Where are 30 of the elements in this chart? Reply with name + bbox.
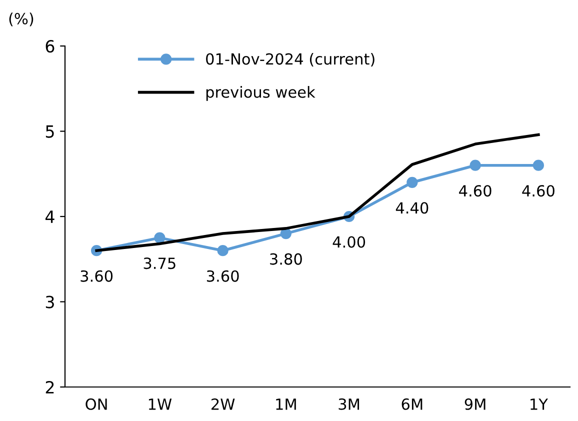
point [154,232,166,244]
y-axis-title: (%) [9,12,34,26]
legend-label: previous week [206,86,316,101]
x-tick-label: 1W [148,398,172,410]
x-tick-label: ON [86,398,107,410]
data-label: 3.60 [80,270,113,282]
x-tick-label: 3M [338,398,360,410]
point [217,245,228,256]
data-label: 4.40 [396,202,428,214]
x-tick-label: 1M [276,398,296,410]
point [280,228,292,240]
point [406,176,418,188]
y-tick-label: 3 [46,296,54,308]
legend-label: 01-Nov-2024 (current) [206,52,374,67]
y-tick-label: 6 [46,40,54,53]
point [532,160,544,171]
y-tick-label: 2 [46,380,54,394]
data-label: 4.00 [332,236,366,248]
data-label: 3.60 [206,270,239,282]
x-tick-label: 6M [402,398,422,410]
y-tick-label: 5 [46,125,54,138]
data-label: 3.75 [144,258,176,270]
data-label: 4.60 [459,185,492,197]
x-tick-label: 1Y [530,398,548,410]
point [470,160,481,171]
x-tick-label: 9M [464,398,486,410]
x-tick-label: 2W [212,398,235,410]
data-label: 4.60 [522,185,554,197]
data-label: 3.80 [270,253,302,265]
y-tick-label: 4 [45,210,54,223]
